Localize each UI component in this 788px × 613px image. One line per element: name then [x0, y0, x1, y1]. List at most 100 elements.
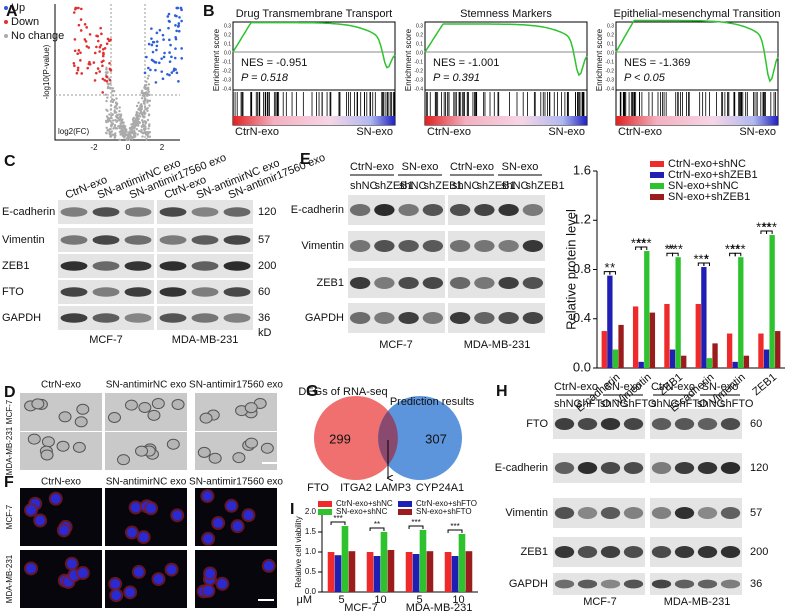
group-label: SN-exo [548, 126, 585, 138]
point [113, 136, 117, 139]
point [112, 127, 115, 130]
legend-label: SN-exo+shZEB1 [668, 191, 750, 203]
band [720, 507, 741, 519]
band [577, 507, 598, 519]
point [146, 99, 149, 102]
point [135, 104, 139, 108]
tick-label: -0.4 [222, 86, 231, 92]
point [133, 127, 136, 130]
sig-bracket [640, 246, 648, 251]
point [152, 40, 156, 44]
point [105, 66, 108, 70]
cell-line: MDA-MB-231 [464, 339, 531, 351]
point [160, 70, 164, 73]
x-tick-label: ZEB1 [750, 371, 779, 398]
point [119, 117, 122, 121]
y-tick-label: 0.5 [305, 567, 317, 576]
tick-label: 0 [126, 143, 131, 152]
band [623, 462, 644, 474]
nucleus [213, 518, 224, 529]
point [74, 6, 78, 10]
significance: *** [636, 235, 651, 250]
point [133, 129, 136, 133]
tick-label: -0.1 [605, 59, 614, 65]
point [126, 135, 130, 139]
point [73, 64, 76, 68]
bar [618, 324, 624, 368]
point [87, 46, 91, 49]
nes: NES = -1.369 [624, 57, 690, 69]
point [142, 91, 146, 95]
point [138, 108, 141, 111]
bar [769, 235, 775, 368]
point [173, 56, 177, 60]
point [121, 134, 125, 138]
nes: NES = -1.001 [433, 57, 499, 69]
axis [54, 4, 180, 141]
image-label: CtrN-exo [41, 380, 81, 391]
legend-swatch [650, 183, 664, 189]
axis-label: Enrichment score [212, 28, 221, 91]
nucleus [138, 532, 149, 543]
band [60, 313, 88, 323]
point [145, 137, 148, 141]
band [474, 204, 495, 216]
point [162, 38, 165, 41]
bar [419, 530, 427, 592]
bar [632, 306, 639, 368]
band [223, 313, 251, 323]
significance: *** [668, 242, 683, 257]
bar [607, 275, 613, 368]
point [140, 91, 143, 95]
point [110, 130, 114, 133]
legend-label: SN-exo+shNC [336, 507, 388, 516]
nucleus [26, 563, 37, 574]
point [174, 35, 177, 39]
point [173, 14, 177, 17]
point [150, 43, 154, 47]
venn-set [378, 396, 462, 480]
lane-label: shFTO [720, 398, 754, 410]
cell [171, 398, 185, 410]
axis-label: Enrichment score [595, 28, 604, 91]
point [140, 128, 143, 132]
band [554, 579, 575, 589]
nucleus [153, 574, 164, 585]
cell [27, 433, 41, 445]
tick-label: 0.3 [416, 23, 423, 29]
point [88, 33, 92, 36]
band [474, 240, 495, 252]
x-tick-label: 10 [374, 594, 386, 606]
point [106, 128, 110, 132]
point [109, 124, 113, 127]
tick-label: -0.2 [222, 68, 231, 74]
band [674, 546, 695, 558]
lane-label: shNC [399, 180, 427, 192]
protein-label: E-cadherin [2, 206, 55, 218]
protein-label: GAPDH [305, 312, 344, 324]
band [720, 579, 741, 589]
group-label: MDA-MB-231 [406, 602, 473, 613]
sig-bracket [369, 527, 385, 531]
y-tick-label: 0.0 [305, 587, 317, 596]
point [135, 120, 139, 124]
cell [260, 442, 274, 454]
point [146, 77, 150, 80]
point [140, 97, 144, 100]
group-label: SN-exo [605, 381, 642, 393]
point [141, 94, 144, 97]
point [72, 61, 76, 65]
point [102, 51, 105, 55]
kd-label: 60 [750, 418, 762, 430]
point [160, 57, 163, 60]
p-value: P = 0.391 [433, 72, 480, 84]
point [108, 130, 111, 133]
point [168, 60, 172, 63]
significance: *** [333, 514, 342, 523]
point [96, 39, 100, 43]
point [105, 126, 108, 130]
legend-label: SN-exo+shFTO [416, 507, 472, 516]
rank-bar [233, 116, 395, 125]
point [168, 38, 171, 42]
point [174, 47, 177, 50]
